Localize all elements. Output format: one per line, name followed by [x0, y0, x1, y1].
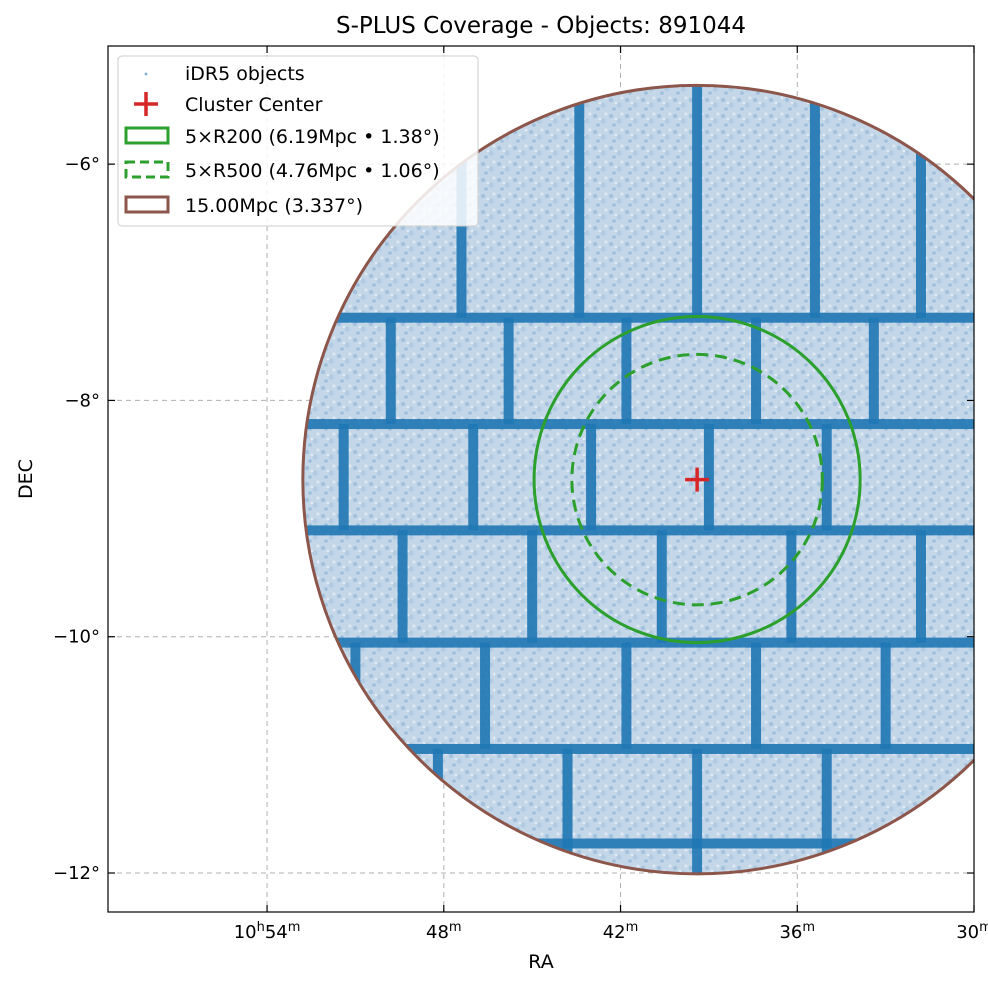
legend-entry-cluster-center: Cluster Center: [134, 92, 323, 116]
tile-overlap-column: [880, 642, 891, 749]
legend-label-r200: 5×R200 (6.19Mpc • 1.38°): [185, 126, 440, 148]
x-tick-label: 42m: [603, 920, 639, 943]
plot-frame: [107, 45, 975, 913]
tile-overlap-column: [692, 748, 703, 874]
reference-circle-r200: [532, 315, 862, 645]
tile-overlap-row: [302, 312, 974, 323]
x-tick-label: 36m: [779, 920, 815, 943]
legend-label-cluster-center: Cluster Center: [185, 94, 323, 116]
legend-swatch-objects: [144, 72, 148, 76]
tile-overlap-column: [574, 85, 585, 318]
tile-overlap-column: [751, 317, 762, 425]
legend-swatch-r500: [124, 160, 170, 179]
y-tick-label: −12°: [53, 863, 100, 884]
tile-overlap-column: [656, 530, 667, 643]
y-axis-label: DEC: [15, 459, 37, 499]
tile-overlap-column: [503, 317, 514, 425]
tile-overlap-row: [302, 838, 974, 849]
chart-title: S-PLUS Coverage - Objects: 891044: [336, 13, 746, 39]
tile-overlap-column: [915, 85, 926, 318]
legend-entry-r500: 5×R500 (4.76Mpc • 1.06°): [124, 160, 440, 182]
tile-overlap-row: [302, 419, 974, 430]
tile-overlap-column: [915, 530, 926, 643]
y-tick-label: −6°: [64, 154, 100, 175]
tile-overlap-row: [302, 637, 974, 648]
reference-circles: [301, 83, 974, 876]
tile-overlap-column: [751, 642, 762, 749]
plot-area: 10h54m 48m 42m 36m 30m −6° −8° −10° −12°: [53, 45, 988, 943]
tile-overlap-column: [397, 530, 408, 643]
legend-swatch-15mpc: [124, 195, 170, 214]
legend-entry-objects: iDR5 objects: [144, 63, 305, 85]
tile-overlap-column: [621, 317, 632, 425]
x-tick-label: 48m: [426, 920, 462, 943]
tile-overlap-row: [302, 743, 974, 754]
tile-overlap-column: [562, 748, 573, 874]
tile-overlap-column: [692, 85, 703, 318]
tile-overlap-column: [809, 85, 820, 318]
legend-label-r500: 5×R500 (4.76Mpc • 1.06°): [185, 160, 440, 182]
tile-overlap-column: [480, 642, 491, 749]
y-tick-label: −10°: [53, 627, 100, 648]
tile-overlap-column: [821, 424, 832, 531]
legend-swatch-r200: [124, 126, 170, 145]
legend: iDR5 objects Cluster Center 5×R200 (6.19…: [117, 55, 479, 227]
reference-circle-15mpc: [301, 83, 974, 876]
cluster-center-marker: [685, 467, 710, 492]
legend-swatch-cluster-center: [134, 92, 158, 116]
tile-overlap-column: [385, 317, 396, 425]
tile-overlap-column: [821, 748, 832, 874]
tile-overlap-column: [786, 530, 797, 643]
tile-overlap-column: [703, 424, 714, 531]
tile-overlap-row: [302, 525, 974, 536]
tile-overlap-column: [468, 424, 479, 531]
tile-overlap-column: [621, 642, 632, 749]
legend-entry-r200: 5×R200 (6.19Mpc • 1.38°): [124, 126, 440, 148]
x-tick-label: 10h54m: [234, 920, 301, 943]
legend-label-objects: iDR5 objects: [185, 63, 305, 85]
tile-overlap-column: [527, 530, 538, 643]
tile-overlap-column: [586, 424, 597, 531]
legend-label-15mpc: 15.00Mpc (3.337°): [185, 195, 363, 217]
tile-overlap-column: [338, 424, 349, 531]
legend-entry-15mpc: 15.00Mpc (3.337°): [124, 195, 363, 217]
legend-box: [117, 55, 479, 227]
axis-ticks: 10h54m 48m 42m 36m 30m −6° −8° −10° −12°: [53, 46, 988, 943]
tile-overlap-column: [868, 317, 879, 425]
reference-circle-r500: [570, 352, 824, 607]
x-tick-label: 30m: [956, 920, 988, 943]
y-tick-label: −8°: [64, 390, 100, 411]
x-axis-label: RA: [528, 951, 553, 973]
